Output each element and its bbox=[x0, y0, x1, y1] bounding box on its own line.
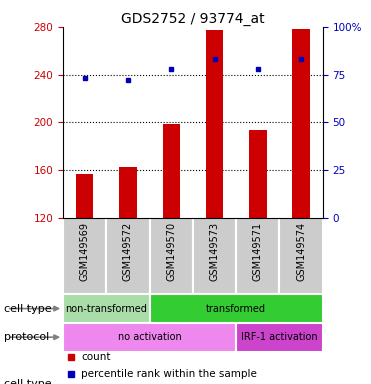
Bar bbox=[206, 30, 223, 218]
Text: GSM149569: GSM149569 bbox=[80, 222, 90, 281]
Bar bbox=[162, 124, 180, 218]
Bar bbox=[193, 218, 236, 294]
Text: percentile rank within the sample: percentile rank within the sample bbox=[81, 369, 257, 379]
Bar bbox=[150, 294, 323, 323]
Text: GSM149570: GSM149570 bbox=[166, 222, 176, 281]
Text: count: count bbox=[81, 352, 111, 362]
Bar bbox=[63, 323, 236, 351]
Bar bbox=[63, 218, 106, 294]
Text: cell type: cell type bbox=[4, 303, 51, 314]
Bar bbox=[76, 174, 93, 218]
Bar bbox=[249, 129, 266, 218]
Text: non-transformed: non-transformed bbox=[65, 303, 147, 314]
Bar bbox=[119, 167, 137, 218]
Text: GSM149571: GSM149571 bbox=[253, 222, 263, 281]
Bar bbox=[292, 29, 310, 218]
Text: no activation: no activation bbox=[118, 332, 181, 342]
Bar bbox=[236, 218, 279, 294]
Text: GSM149572: GSM149572 bbox=[123, 222, 133, 281]
Text: IRF-1 activation: IRF-1 activation bbox=[241, 332, 318, 342]
Bar bbox=[63, 294, 150, 323]
Text: cell type: cell type bbox=[4, 379, 51, 384]
Text: GSM149573: GSM149573 bbox=[210, 222, 220, 281]
Bar bbox=[279, 218, 323, 294]
Text: protocol: protocol bbox=[4, 332, 49, 342]
Text: GSM149574: GSM149574 bbox=[296, 222, 306, 281]
Bar bbox=[106, 218, 150, 294]
Bar bbox=[236, 323, 323, 351]
Title: GDS2752 / 93774_at: GDS2752 / 93774_at bbox=[121, 12, 265, 26]
Bar bbox=[150, 218, 193, 294]
Text: transformed: transformed bbox=[206, 303, 266, 314]
